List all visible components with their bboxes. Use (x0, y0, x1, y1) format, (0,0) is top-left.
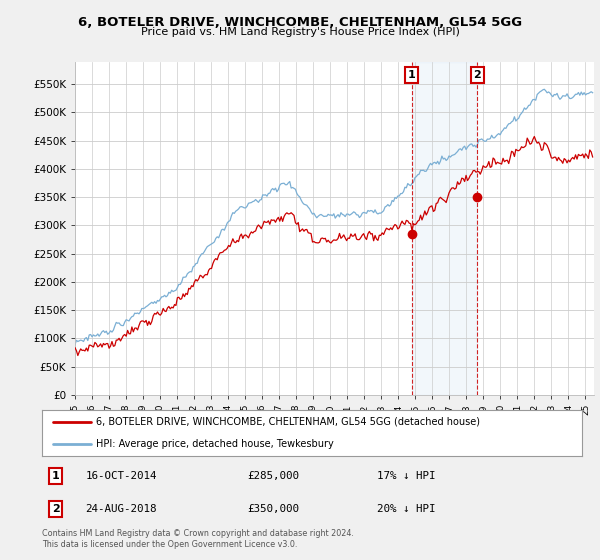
Text: 1: 1 (408, 70, 416, 80)
Text: 16-OCT-2014: 16-OCT-2014 (85, 471, 157, 481)
Text: 6, BOTELER DRIVE, WINCHCOMBE, CHELTENHAM, GL54 5GG: 6, BOTELER DRIVE, WINCHCOMBE, CHELTENHAM… (78, 16, 522, 29)
Text: Contains HM Land Registry data © Crown copyright and database right 2024.
This d: Contains HM Land Registry data © Crown c… (42, 529, 354, 549)
Text: 20% ↓ HPI: 20% ↓ HPI (377, 504, 436, 514)
Text: 6, BOTELER DRIVE, WINCHCOMBE, CHELTENHAM, GL54 5GG (detached house): 6, BOTELER DRIVE, WINCHCOMBE, CHELTENHAM… (96, 417, 480, 427)
Text: 2: 2 (473, 70, 481, 80)
Text: £350,000: £350,000 (247, 504, 299, 514)
Text: 1: 1 (52, 471, 59, 481)
Text: Price paid vs. HM Land Registry's House Price Index (HPI): Price paid vs. HM Land Registry's House … (140, 27, 460, 37)
Text: £285,000: £285,000 (247, 471, 299, 481)
Text: 24-AUG-2018: 24-AUG-2018 (85, 504, 157, 514)
Text: 2: 2 (52, 504, 59, 514)
Text: 17% ↓ HPI: 17% ↓ HPI (377, 471, 436, 481)
Bar (412, 62, 478, 395)
Text: HPI: Average price, detached house, Tewkesbury: HPI: Average price, detached house, Tewk… (96, 438, 334, 449)
